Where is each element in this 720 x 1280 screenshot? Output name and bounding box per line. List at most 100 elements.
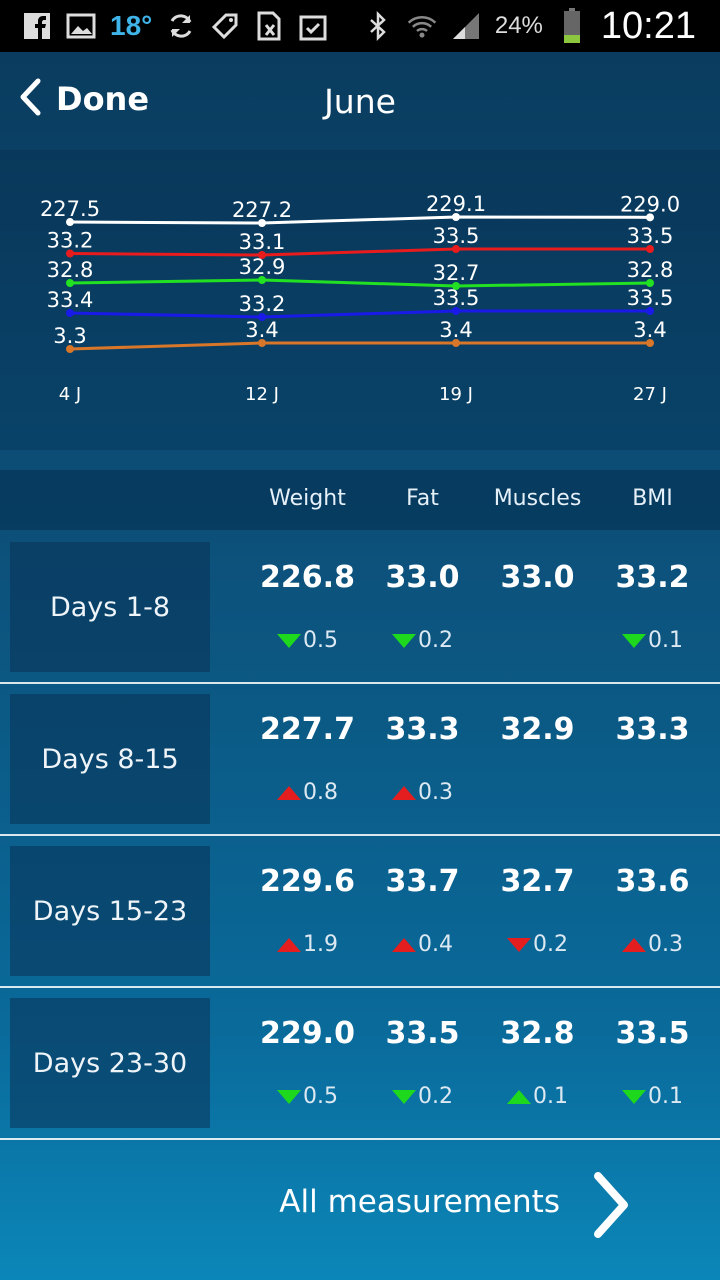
- data-label: 227.5: [40, 197, 100, 221]
- col-header-bmi: BMI: [632, 486, 673, 511]
- data-label: 33.5: [433, 286, 480, 310]
- data-label: 3.3: [53, 324, 86, 348]
- triangle-down-icon: [507, 937, 531, 952]
- triangle-down-icon: [392, 633, 416, 648]
- delta-weight: 0.5: [250, 1084, 365, 1109]
- series-line: [69, 278, 651, 288]
- delta-bmi: 0.3: [595, 932, 710, 957]
- data-point: [66, 309, 74, 317]
- all-measurements-button[interactable]: All measurements: [0, 1140, 720, 1280]
- delta-fat: 0.4: [365, 932, 480, 957]
- row-label: Days 15-23: [10, 846, 210, 976]
- col-header-muscles: Muscles: [493, 486, 582, 511]
- triangle-down-icon: [277, 1089, 301, 1104]
- value-bmi: 33.6: [615, 864, 690, 899]
- data-point: [646, 307, 654, 315]
- data-point: [66, 249, 74, 258]
- triangle-up-icon: [392, 937, 416, 952]
- table-header: Weight Fat Muscles BMI: [0, 470, 720, 530]
- wifi-icon: [407, 11, 437, 41]
- triangle-down-icon: [622, 633, 646, 648]
- series-line: [69, 341, 650, 351]
- delta-value: 1.9: [303, 932, 338, 957]
- chevron-right-icon: [590, 1170, 630, 1244]
- data-label: 3.4: [439, 318, 472, 342]
- data-label: 32.7: [433, 261, 480, 285]
- done-label: Done: [56, 80, 150, 118]
- data-label: 33.4: [47, 288, 94, 312]
- triangle-down-icon: [277, 633, 301, 648]
- value-muscles: 32.7: [500, 864, 575, 899]
- image-icon: [66, 11, 96, 41]
- data-label: 33.1: [239, 230, 286, 254]
- data-point: [66, 279, 74, 287]
- value-weight: 227.7: [260, 712, 355, 747]
- delta-value: 0.2: [533, 932, 568, 957]
- value-weight: 229.0: [260, 1016, 355, 1051]
- value-bmi: 33.5: [615, 1016, 690, 1051]
- data-label: 3.4: [633, 318, 666, 342]
- value-bmi: 33.3: [615, 712, 690, 747]
- delta-value: 0.1: [648, 628, 683, 653]
- page-title: June: [324, 82, 396, 121]
- data-label: 227.2: [232, 198, 292, 222]
- value-bmi: 33.2: [615, 560, 690, 595]
- data-label: 33.2: [47, 229, 94, 253]
- table-row: Days 15-23 229.6 1.9 33.7 0.4 32.7 0.2 33.6 0.3: [0, 836, 720, 988]
- battery-percent: 24%: [494, 12, 543, 39]
- delta-weight: 0.5: [250, 628, 365, 653]
- data-label: 229.0: [620, 192, 680, 216]
- data-point: [452, 339, 460, 347]
- value-fat: 33.7: [385, 864, 460, 899]
- data-label: 32.9: [239, 255, 286, 279]
- data-point: [646, 339, 654, 347]
- series-line: [69, 247, 650, 257]
- bluetooth-icon: [363, 11, 393, 41]
- delta-fat: 0.3: [365, 780, 480, 805]
- table-row: Days 23-30 229.0 0.5 33.5 0.2 32.8 0.1 33.5 0.1: [0, 988, 720, 1140]
- table-row: Days 1-8 226.8 0.5 33.0 0.2 33.0 33.2 0.1: [0, 532, 720, 684]
- data-point: [452, 282, 460, 290]
- data-point: [646, 279, 654, 287]
- delta-value: 0.5: [303, 1084, 338, 1109]
- trend-chart-svg: 227.5 227.2 229.1 229.0 33.2 33.1 33.5 33.5 32.8…: [40, 192, 680, 405]
- delta-value: 0.1: [648, 1084, 683, 1109]
- delta-weight: 1.9: [250, 932, 365, 957]
- data-point: [66, 345, 74, 353]
- delta-value: 0.4: [418, 932, 453, 957]
- header: Done June: [0, 52, 720, 152]
- delta-fat: 0.2: [365, 628, 480, 653]
- delta-weight: 0.8: [250, 780, 365, 805]
- delta-value: 0.8: [303, 780, 338, 805]
- data-point: [452, 245, 460, 253]
- x-tick-label: 4 J: [59, 384, 81, 405]
- value-muscles: 32.8: [500, 1016, 575, 1051]
- row-label: Days 1-8: [10, 542, 210, 672]
- data-point: [258, 313, 266, 321]
- all-measurements-label: All measurements: [279, 1184, 560, 1220]
- data-label: 33.2: [239, 292, 286, 316]
- data-point: [646, 245, 654, 253]
- delta-fat: 0.2: [365, 1084, 480, 1109]
- delta-value: 0.2: [418, 628, 453, 653]
- x-tick-label: 19 J: [439, 384, 473, 405]
- delta-muscles: 0.1: [480, 1084, 595, 1109]
- data-point: [258, 219, 266, 227]
- clipboard-check-icon: [298, 11, 328, 41]
- status-bar: 18° 24% 10:21: [0, 0, 720, 52]
- delta-value: 0.5: [303, 628, 338, 653]
- data-label: 33.5: [433, 224, 480, 248]
- delta-value: 0.3: [418, 780, 453, 805]
- data-label: 33.5: [627, 286, 674, 310]
- value-fat: 33.5: [385, 1016, 460, 1051]
- delta-value: 0.3: [648, 932, 683, 957]
- signal-icon: [451, 11, 481, 41]
- trend-chart: 227.5 227.2 229.1 229.0 33.2 33.1 33.5 33.5 32.8…: [0, 150, 720, 450]
- value-weight: 229.6: [260, 864, 355, 899]
- delta-value: 0.2: [418, 1084, 453, 1109]
- data-label: 32.8: [47, 258, 94, 282]
- done-button[interactable]: Done: [18, 78, 149, 120]
- value-fat: 33.3: [385, 712, 460, 747]
- no-sim-icon: [254, 11, 284, 41]
- sync-icon: [166, 11, 196, 41]
